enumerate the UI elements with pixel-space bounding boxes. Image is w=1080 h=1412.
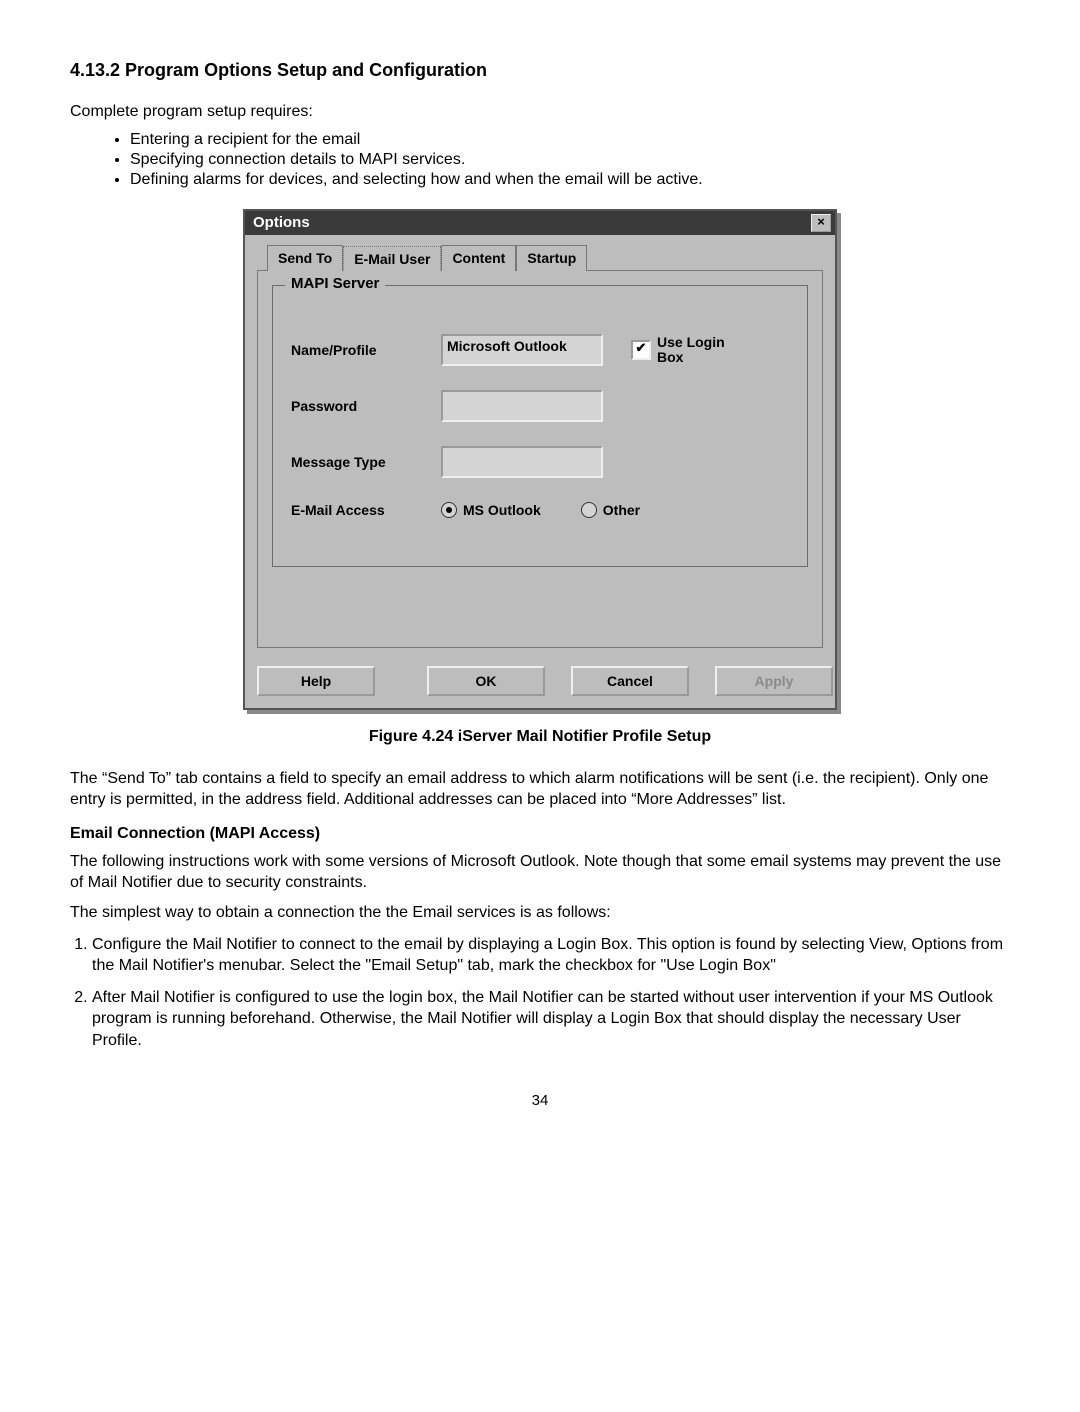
close-icon[interactable]: × [811,214,831,232]
row-message-type: Message Type [291,446,789,478]
apply-button[interactable]: Apply [715,666,833,696]
figure-caption: Figure 4.24 iServer Mail Notifier Profil… [70,728,1010,746]
tab-panel: MAPI Server Name/Profile Microsoft Outlo… [257,270,823,648]
tab-content[interactable]: Content [441,245,516,271]
row-email-access: E-Mail Access MS Outlook Other [291,502,789,518]
row-password: Password [291,390,789,422]
message-type-input[interactable] [441,446,603,478]
checkbox-icon: ✔ [631,340,651,360]
section-heading: 4.13.2 Program Options Setup and Configu… [70,60,1010,81]
use-login-box-checkbox[interactable]: ✔ Use LoginBox [631,335,725,364]
list-item: Specifying connection details to MAPI se… [130,151,1010,169]
tab-email-user[interactable]: E-Mail User [343,246,441,272]
tab-send-to[interactable]: Send To [267,245,343,271]
mapi-server-group: MAPI Server Name/Profile Microsoft Outlo… [272,285,808,567]
tab-strip: Send To E-Mail User Content Startup [267,245,823,271]
ok-button[interactable]: OK [427,666,545,696]
dialog-titlebar: Options × [245,211,835,235]
checkbox-label: Use LoginBox [657,335,725,364]
radio-other[interactable]: Other [581,502,640,518]
intro-text: Complete program setup requires: [70,101,1010,123]
cancel-button[interactable]: Cancel [571,666,689,696]
steps-list: Configure the Mail Notifier to connect t… [92,934,1010,1052]
para-sendto: The “Send To” tab contains a field to sp… [70,768,1010,811]
page-number: 34 [70,1092,1010,1109]
label-message-type: Message Type [291,454,441,470]
requirements-list: Entering a recipient for the email Speci… [130,131,1010,189]
para-mapi2: The simplest way to obtain a connection … [70,902,1010,924]
name-profile-input[interactable]: Microsoft Outlook [441,334,603,366]
label-email-access: E-Mail Access [291,502,441,518]
list-item: Configure the Mail Notifier to connect t… [92,934,1010,977]
options-dialog: Options × Send To E-Mail User Content St… [243,209,837,710]
email-access-radiogroup: MS Outlook Other [441,502,680,518]
radio-dot-icon [441,502,457,518]
subheading-mapi: Email Connection (MAPI Access) [70,825,1010,843]
list-item: Entering a recipient for the email [130,131,1010,149]
figure-wrap: Options × Send To E-Mail User Content St… [70,209,1010,710]
group-legend: MAPI Server [285,275,385,292]
radio-ms-outlook[interactable]: MS Outlook [441,502,541,518]
label-password: Password [291,398,441,414]
radio-dot-icon [581,502,597,518]
password-input[interactable] [441,390,603,422]
tab-startup[interactable]: Startup [516,245,587,271]
dialog-button-row: Help OK Cancel Apply [257,666,823,696]
radio-label: MS Outlook [463,502,541,518]
radio-label: Other [603,502,640,518]
para-mapi1: The following instructions work with som… [70,851,1010,894]
row-name-profile: Name/Profile Microsoft Outlook ✔ Use Log… [291,334,789,366]
list-item: Defining alarms for devices, and selecti… [130,171,1010,189]
dialog-title: Options [253,214,310,231]
help-button[interactable]: Help [257,666,375,696]
label-name-profile: Name/Profile [291,342,441,358]
dialog-body: Send To E-Mail User Content Startup MAPI… [245,235,835,708]
list-item: After Mail Notifier is configured to use… [92,987,1010,1052]
